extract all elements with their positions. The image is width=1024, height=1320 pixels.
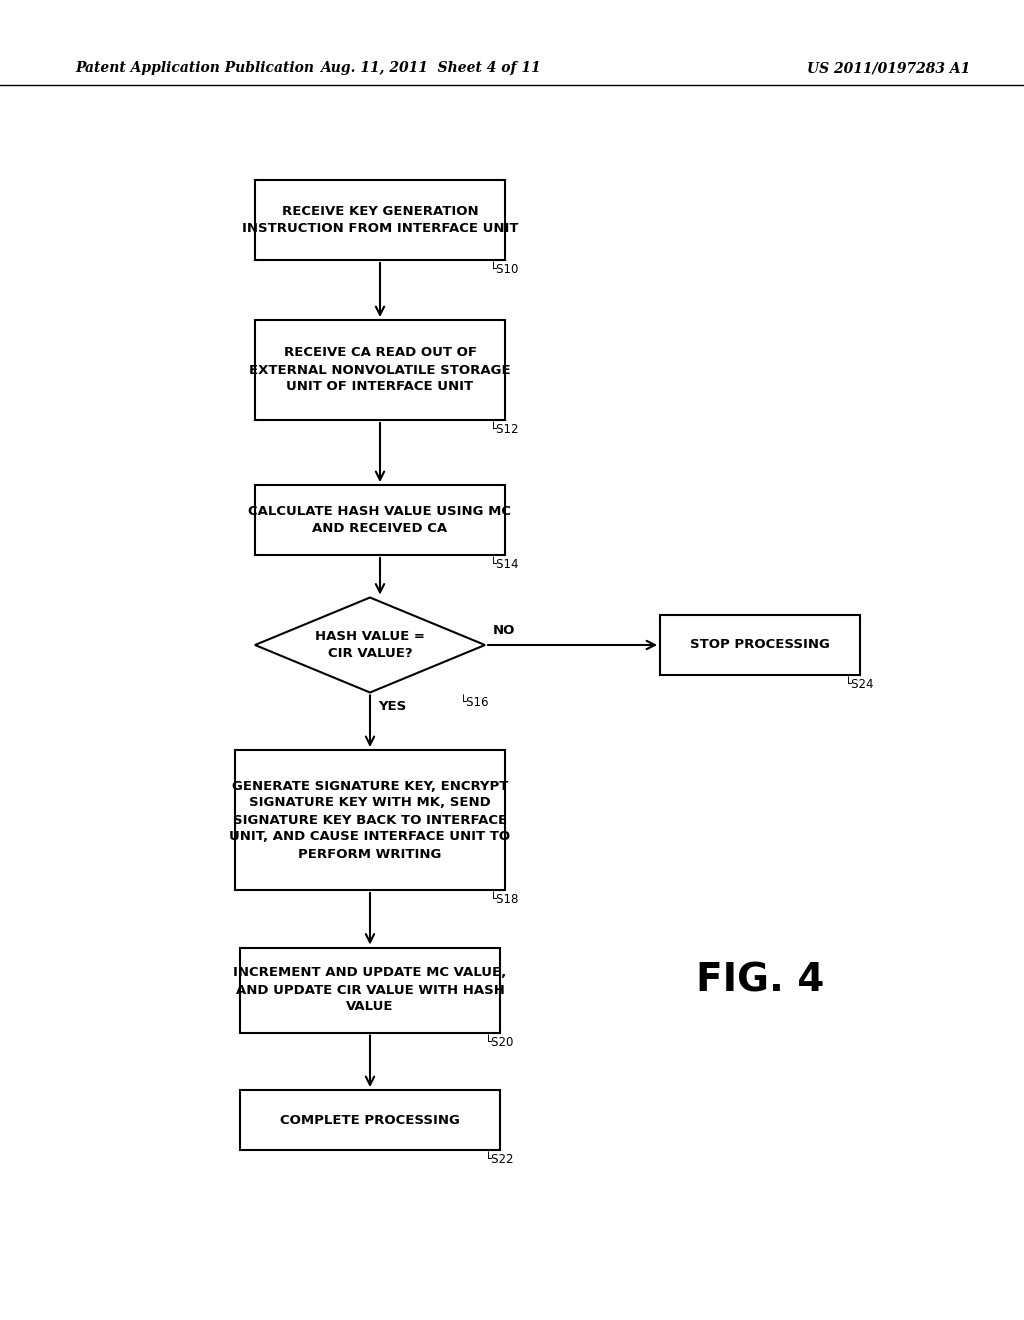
Text: Patent Application Publication: Patent Application Publication — [75, 61, 314, 75]
Text: └S18: └S18 — [490, 894, 519, 906]
Text: FIG. 4: FIG. 4 — [696, 961, 824, 999]
Text: NO: NO — [493, 624, 515, 638]
Polygon shape — [255, 598, 485, 693]
Text: Aug. 11, 2011  Sheet 4 of 11: Aug. 11, 2011 Sheet 4 of 11 — [319, 61, 541, 75]
Text: └S14: └S14 — [490, 558, 519, 572]
Bar — [240, 948, 500, 1032]
Text: └S12: └S12 — [490, 422, 519, 436]
Text: US 2011/0197283 A1: US 2011/0197283 A1 — [807, 61, 970, 75]
Text: CALCULATE HASH VALUE USING MC
AND RECEIVED CA: CALCULATE HASH VALUE USING MC AND RECEIV… — [249, 506, 512, 535]
Text: YES: YES — [378, 701, 407, 714]
Text: STOP PROCESSING: STOP PROCESSING — [690, 639, 829, 652]
Text: └S10: └S10 — [490, 263, 519, 276]
Text: └S22: └S22 — [485, 1152, 514, 1166]
Text: COMPLETE PROCESSING: COMPLETE PROCESSING — [280, 1114, 460, 1126]
Text: └S16: └S16 — [460, 696, 489, 709]
Bar — [234, 750, 505, 890]
Text: └S20: └S20 — [485, 1035, 514, 1048]
Bar — [255, 180, 505, 260]
Bar — [255, 484, 505, 554]
Bar — [240, 1090, 500, 1150]
Text: RECEIVE KEY GENERATION
INSTRUCTION FROM INTERFACE UNIT: RECEIVE KEY GENERATION INSTRUCTION FROM … — [242, 205, 518, 235]
Text: HASH VALUE =
CIR VALUE?: HASH VALUE = CIR VALUE? — [315, 630, 425, 660]
Text: └S24: └S24 — [845, 678, 874, 690]
Bar — [660, 615, 860, 675]
Bar — [255, 319, 505, 420]
Text: GENERATE SIGNATURE KEY, ENCRYPT
SIGNATURE KEY WITH MK, SEND
SIGNATURE KEY BACK T: GENERATE SIGNATURE KEY, ENCRYPT SIGNATUR… — [229, 780, 511, 861]
Text: INCREMENT AND UPDATE MC VALUE,
AND UPDATE CIR VALUE WITH HASH
VALUE: INCREMENT AND UPDATE MC VALUE, AND UPDAT… — [233, 966, 507, 1014]
Text: RECEIVE CA READ OUT OF
EXTERNAL NONVOLATILE STORAGE
UNIT OF INTERFACE UNIT: RECEIVE CA READ OUT OF EXTERNAL NONVOLAT… — [249, 346, 511, 393]
